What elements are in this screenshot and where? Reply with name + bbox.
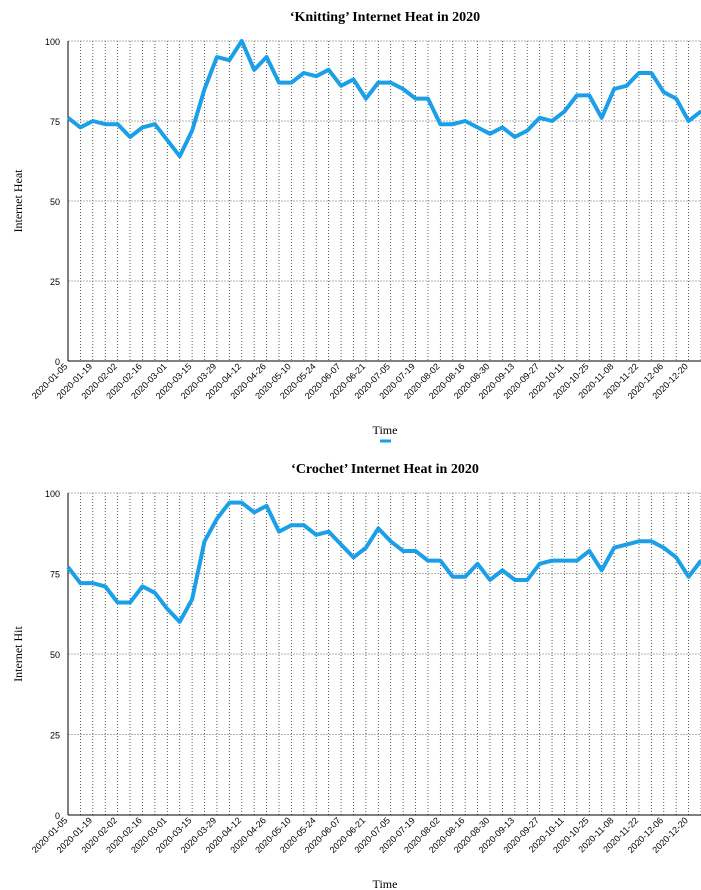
y-tick-label: 75 bbox=[50, 570, 60, 580]
chart-title: ‘Crochet’ Internet Heat in 2020 bbox=[291, 462, 479, 477]
y-axis-label: Internet Hit bbox=[11, 626, 25, 682]
y-tick-label: 50 bbox=[50, 650, 60, 660]
chart: ‘Knitting’ Internet Heat in 2020 0 25 50 75 1… bbox=[11, 10, 701, 443]
line-series bbox=[66, 39, 701, 159]
y-axis-label: Internet Heat bbox=[11, 169, 25, 233]
y-tick-label: 100 bbox=[45, 37, 60, 47]
line-series bbox=[66, 500, 701, 624]
y-tick-label: 50 bbox=[50, 197, 60, 207]
x-axis-label: Time bbox=[373, 423, 398, 437]
y-tick-label: 0 bbox=[55, 811, 60, 821]
y-tick-label: 25 bbox=[50, 277, 60, 287]
y-tick-label: 25 bbox=[50, 731, 60, 741]
y-tick-label: 75 bbox=[50, 117, 60, 127]
chart-title: ‘Knitting’ Internet Heat in 2020 bbox=[290, 10, 480, 25]
x-axis-label: Time bbox=[373, 877, 398, 890]
y-tick-label: 100 bbox=[45, 489, 60, 499]
y-tick-label: 0 bbox=[55, 357, 60, 367]
chart: ‘Crochet’ Internet Heat in 2020 0 25 50 75 10… bbox=[11, 462, 701, 890]
